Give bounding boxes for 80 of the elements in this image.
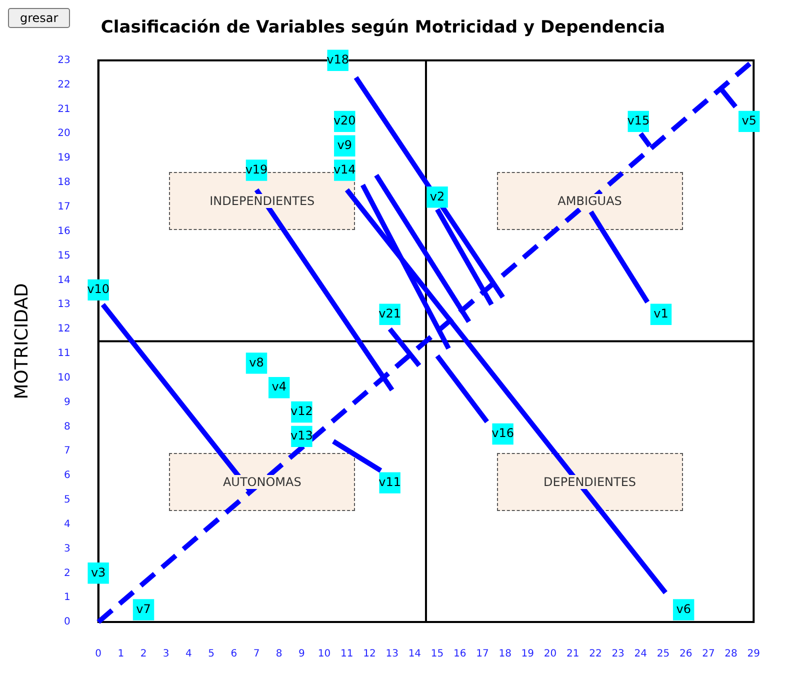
- data-label: v20: [333, 114, 356, 128]
- x-tick-label: 6: [230, 648, 238, 660]
- x-tick-label: 18: [498, 648, 512, 660]
- x-tick-label: 14: [408, 648, 422, 660]
- data-label: v19: [245, 162, 268, 176]
- x-tick-label: 1: [118, 648, 124, 660]
- x-tick-label: 17: [476, 648, 489, 660]
- x-tick-label: 3: [162, 648, 170, 660]
- data-label: v12: [290, 404, 313, 418]
- y-axis-title: MOTRICIDAD: [11, 283, 32, 400]
- y-tick-label: 14: [58, 274, 70, 286]
- x-tick-label: 19: [521, 648, 534, 660]
- y-tick-label: 7: [64, 446, 70, 457]
- annotation: INDEPENDIENTES: [208, 194, 317, 208]
- x-tick-label: 11: [340, 648, 354, 660]
- data-label: v4: [272, 380, 286, 394]
- y-tick-label: 15: [58, 250, 70, 262]
- y-tick-label: 4: [64, 518, 70, 530]
- y-tick-label: 23: [58, 54, 70, 66]
- y-tick-label: 13: [58, 299, 70, 310]
- data-label: v10: [87, 282, 110, 296]
- y-tick-label: 1: [64, 592, 70, 604]
- data-label: v3: [90, 565, 106, 580]
- data-label: v13: [290, 428, 313, 443]
- y-tick-label: 2: [64, 568, 70, 579]
- x-tick-label: 2: [140, 648, 147, 660]
- y-tick-label: 21: [58, 104, 70, 115]
- data-label: v11: [378, 474, 402, 489]
- x-tick-label: 27: [702, 648, 715, 660]
- x-tick-label: 7: [253, 648, 260, 660]
- y-tick-label: 20: [58, 128, 70, 140]
- data-label: v6: [676, 602, 691, 616]
- y-tick-label: 10: [58, 372, 70, 384]
- data-label: v18: [326, 52, 350, 67]
- x-tick-label: 25: [656, 648, 670, 660]
- y-tick-label: 19: [58, 152, 70, 164]
- x-tick-label: 10: [318, 648, 331, 660]
- annotation: AUTONOMAS: [220, 474, 304, 489]
- x-tick-label: 24: [634, 648, 648, 660]
- x-tick-label: 22: [589, 648, 602, 660]
- y-tick-label: 17: [58, 202, 70, 212]
- x-tick-label: 8: [276, 648, 282, 660]
- x-tick-label: 15: [430, 648, 444, 660]
- x-tick-label: 21: [566, 648, 580, 660]
- chart-title: Clasificación de Variables según Motricidad y Dependencia: [100, 18, 666, 38]
- x-tick-label: 29: [747, 648, 760, 660]
- x-tick-label: 20: [544, 648, 557, 660]
- x-tick-label: 13: [386, 648, 398, 660]
- y-tick-label: 12: [58, 324, 70, 335]
- y-tick-label: 18: [58, 177, 70, 188]
- y-tick-label: 8: [64, 421, 70, 432]
- x-tick-label: 16: [454, 648, 466, 660]
- x-tick-label: 4: [186, 648, 192, 660]
- data-label: v8: [249, 355, 264, 370]
- data-label: v9: [337, 138, 352, 152]
- y-tick-label: 11: [58, 348, 70, 359]
- data-label: v7: [136, 602, 151, 616]
- x-tick-label: 23: [612, 648, 624, 660]
- text: gresar: [8, 8, 70, 28]
- data-label: v2: [430, 189, 445, 204]
- x-tick-label: 26: [679, 648, 692, 660]
- x-tick-label: 28: [724, 648, 738, 660]
- y-tick-label: 9: [64, 396, 70, 408]
- y-tick-label: 6: [64, 470, 70, 482]
- annotation: AMBIGUAS: [556, 194, 624, 208]
- data-label: v21: [378, 306, 402, 320]
- x-tick-label: 12: [363, 648, 376, 660]
- x-tick-label: 5: [208, 648, 214, 660]
- y-tick-label: 0: [64, 616, 70, 628]
- annotation: DEPENDIENTES: [542, 474, 638, 489]
- x-tick-label: 9: [298, 648, 305, 660]
- y-tick-label: 16: [58, 226, 70, 237]
- data-label: v1: [654, 306, 668, 320]
- data-label: v5: [742, 114, 756, 128]
- y-tick-label: 22: [58, 79, 70, 90]
- data-label: v14: [333, 162, 356, 176]
- data-label: v16: [492, 426, 514, 440]
- x-tick-label: 0: [95, 648, 102, 660]
- y-tick-label: 5: [64, 494, 70, 506]
- y-tick-label: 3: [64, 543, 70, 554]
